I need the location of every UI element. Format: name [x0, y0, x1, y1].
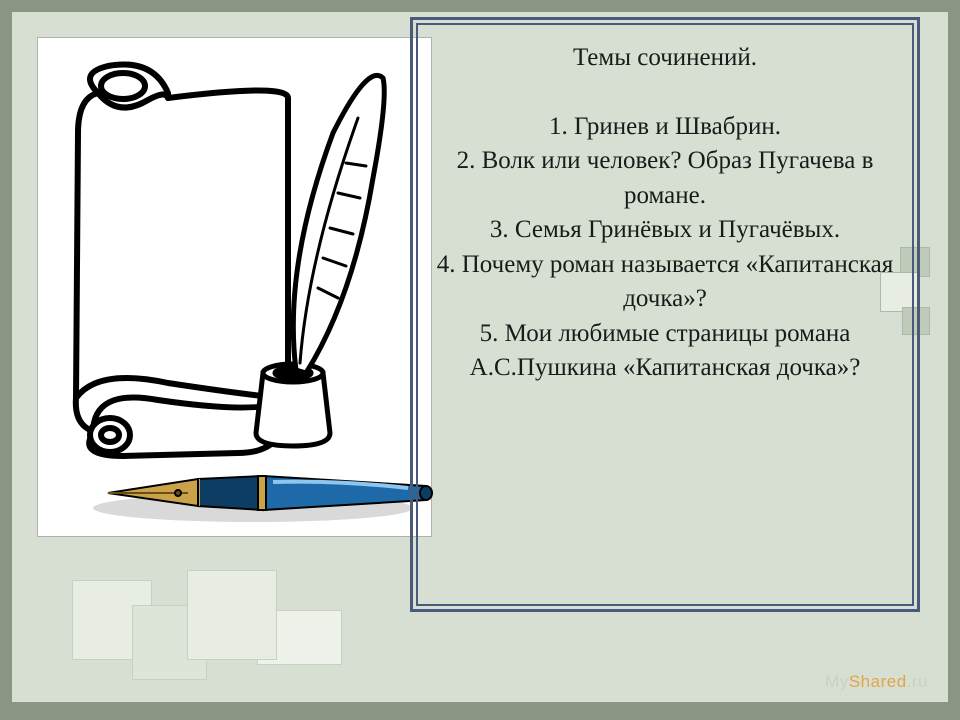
watermark: MyShared.ru: [825, 672, 928, 692]
scroll-quill-pen-icon: [38, 38, 433, 538]
topic-item: 1. Гринев и Швабрин.: [430, 110, 900, 145]
watermark-part2: Shared: [849, 672, 907, 691]
topic-item: 3. Семья Гринёвых и Пугачёвых.: [430, 213, 900, 248]
decor-bottom-squares: [72, 570, 372, 680]
panel-title: Темы сочинений.: [430, 41, 900, 76]
topic-item: 4. Почему роман называется «Капитанская …: [430, 248, 900, 317]
decor-square: [187, 570, 277, 660]
essay-topics-panel: Темы сочинений. 1. Гринев и Швабрин. 2. …: [410, 17, 920, 612]
topic-item: 2. Волк или человек? Образ Пугачева в ро…: [430, 144, 900, 213]
watermark-part1: My: [825, 672, 849, 691]
topic-item: 5. Мои любимые страницы романа А.С.Пушки…: [430, 317, 900, 386]
watermark-part3: .ru: [907, 672, 928, 691]
scroll-quill-pen-illustration: [37, 37, 432, 537]
panel-text: Темы сочинений. 1. Гринев и Швабрин. 2. …: [424, 37, 906, 390]
slide-background: Темы сочинений. 1. Гринев и Швабрин. 2. …: [11, 11, 949, 703]
